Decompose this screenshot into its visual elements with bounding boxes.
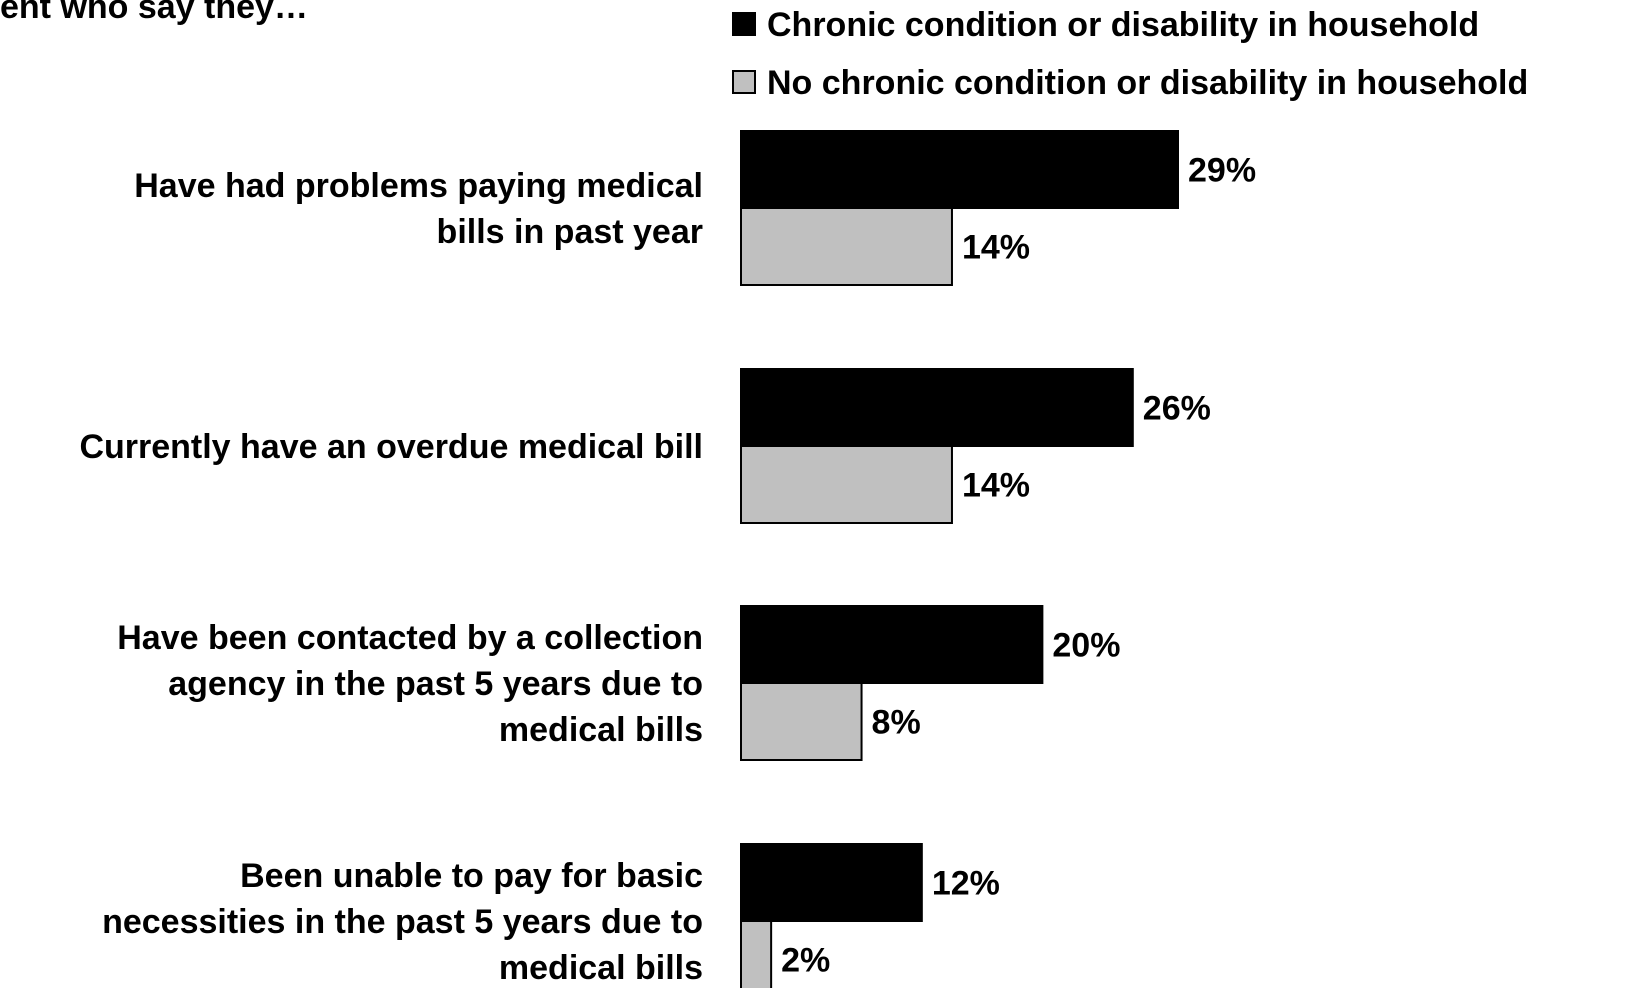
chart-title: ent who say they… [0,0,308,26]
category-label-1-line-0: Currently have an overdue medical bill [79,428,703,466]
category-label-3-line-0: Been unable to pay for basic [240,857,703,895]
category-label-3-line-1: necessities in the past 5 years due to [102,903,703,941]
category-label-2-line-1: agency in the past 5 years due to [168,665,703,703]
value-label-1-series-1: 14% [962,467,1030,505]
legend-swatch-0 [732,12,756,36]
category-label-0-line-1: bills in past year [437,213,703,251]
value-label-3-series-0: 12% [932,865,1000,903]
value-labels: 29% 14% 26% 14% 20% 8% 12% 2% [781,152,1256,980]
bar-2-series-0 [740,605,1044,684]
bar-3-series-1 [740,920,773,993]
value-label-2-series-1: 8% [872,704,921,742]
value-label-0-series-0: 29% [1188,152,1256,190]
legend-label-1: No chronic condition or disability in ho… [767,64,1528,102]
value-label-0-series-1: 14% [962,229,1030,267]
category-label-3-line-2: medical bills [499,949,703,987]
bar-1-series-0 [740,368,1134,447]
category-label-2-line-2: medical bills [499,711,703,749]
value-label-2-series-0: 20% [1052,627,1120,665]
bar-0-series-0 [740,130,1179,209]
bar-0-series-1 [740,207,953,286]
category-labels: Have had problems paying medical bills in… [79,167,703,987]
bars-group [740,130,1179,993]
value-label-3-series-1: 2% [781,942,830,980]
legend-label-0: Chronic condition or disability in house… [767,6,1479,44]
bar-2-series-1 [740,682,863,761]
bar-1-series-1 [740,445,953,524]
category-label-0-line-0: Have had problems paying medical [134,167,703,205]
category-label-2-line-0: Have been contacted by a collection [117,619,703,657]
bar-3-series-0 [740,843,923,922]
legend: Chronic condition or disability in house… [732,6,1528,102]
value-label-1-series-0: 26% [1143,390,1211,428]
legend-swatch-1 [732,70,756,94]
